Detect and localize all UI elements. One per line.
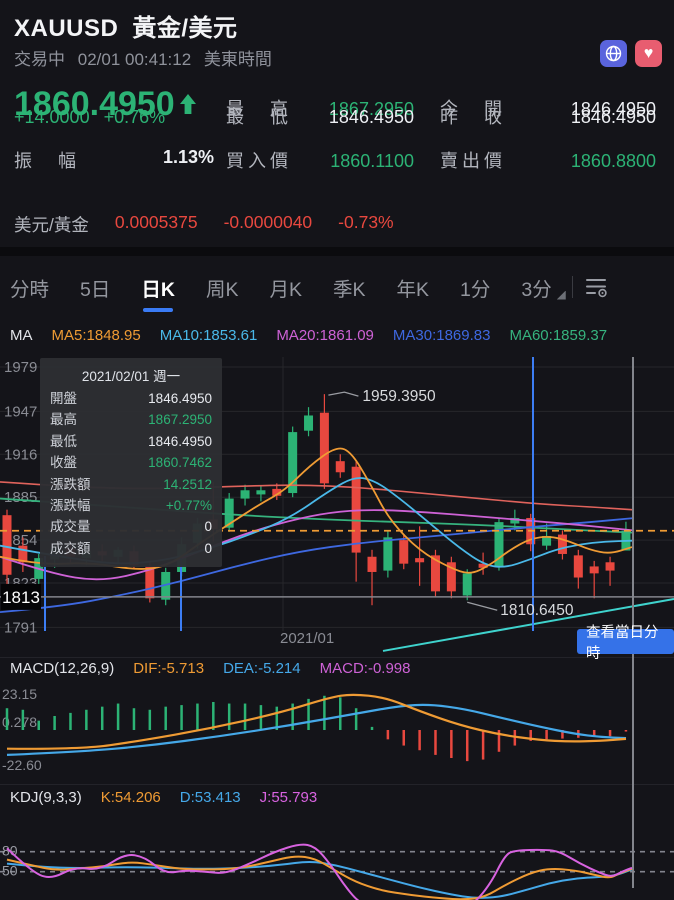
page-title: XAUUSD 黃金/美元	[14, 8, 238, 43]
symbol-name: 黃金/美元	[132, 15, 238, 42]
svg-text:1916: 1916	[4, 446, 37, 463]
market-status-row: 交易中 02/01 00:41:12 美東時間	[14, 45, 280, 70]
quote-open: 今開 1846.4950	[440, 99, 656, 119]
kdj-k-value: K:54.206	[100, 789, 161, 806]
svg-text:50: 50	[2, 863, 18, 879]
tooltip-date: 2021/02/01 週一	[81, 369, 181, 384]
tab-quarterly-k[interactable]: 季K	[333, 278, 366, 301]
header-icons: ♥	[600, 40, 662, 67]
tooltip-change: 漲跌額 14.2512	[50, 476, 212, 492]
quote-timezone: 美東時間	[203, 50, 272, 69]
tab-weekly-k[interactable]: 周K	[205, 278, 239, 301]
ma60-legend: MA60:1859.37	[509, 327, 608, 344]
quote-panel: 1860.4950 最高 1867.2950 今開 1846.4950 +14.00…	[14, 84, 666, 173]
svg-text:1854: 1854	[4, 532, 37, 549]
quote-bid: 買入價 1860.1100	[226, 151, 414, 171]
usd-gold-price: 0.0005375	[114, 212, 198, 232]
svg-text:1813: 1813	[2, 588, 40, 607]
tab-yearly-k[interactable]: 年K	[396, 278, 430, 301]
tooltip-volume: 成交量 0	[50, 519, 212, 535]
panel-divider	[0, 657, 674, 658]
crosshair-vertical-line[interactable]	[632, 357, 634, 888]
svg-text:1810.6450: 1810.6450	[500, 602, 574, 619]
favorite-heart-icon[interactable]: ♥	[635, 40, 662, 67]
quote-low: 最低 1846.4950	[226, 107, 414, 127]
ma5-legend: MA5:1848.95	[51, 327, 141, 344]
kdj-title: KDJ(9,3,3)	[10, 789, 82, 806]
ma30-legend: MA30:1869.83	[392, 327, 491, 344]
usd-gold-row[interactable]: 美元/黃金 0.0005375 -0.0000040 -0.73%	[14, 212, 394, 237]
svg-text:1959.3950: 1959.3950	[362, 388, 436, 405]
price-up-arrow-icon	[179, 94, 196, 114]
kdj-j-value: J:55.793	[259, 789, 318, 806]
tooltip-close: 收盤 1860.7462	[50, 455, 212, 471]
macd-title: MACD(12,26,9)	[10, 660, 115, 677]
tab-3min[interactable]: 3分	[521, 278, 552, 301]
macd-legend[interactable]: MACD(12,26,9) DIF:-5.713 DEA:-5.214 MACD…	[10, 660, 411, 677]
quote-ask: 賣出價 1860.8800	[440, 151, 656, 171]
svg-text:1791: 1791	[4, 619, 37, 636]
last-price: 1860.4950	[14, 84, 226, 124]
quote-amplitude: 振幅 1.13%	[14, 147, 214, 171]
ma20-line	[0, 509, 633, 581]
macd-hist-value: MACD:-0.998	[319, 660, 411, 677]
usd-gold-change: -0.0000040	[223, 212, 313, 232]
macd-dea-value: DEA:-5.214	[223, 660, 301, 677]
symbol-code: XAUUSD	[14, 15, 119, 42]
usd-gold-pct: -0.73%	[338, 212, 394, 232]
ma20-legend: MA20:1861.09	[276, 327, 374, 344]
tooltip-turnover: 成交額 0	[50, 540, 212, 556]
panel-divider-2	[0, 784, 674, 785]
ma30-line	[0, 517, 633, 614]
svg-text:0.278: 0.278	[2, 714, 37, 730]
section-divider	[0, 247, 674, 256]
tooltip-low: 最低 1846.4950	[50, 433, 212, 449]
tab-daily-k[interactable]: 日K	[141, 259, 175, 316]
ma10-legend: MA10:1853.61	[159, 327, 258, 344]
svg-text:-22.60: -22.60	[2, 757, 42, 773]
tab-1min[interactable]: 1分	[460, 278, 491, 301]
tooltip-open: 開盤 1846.4950	[50, 391, 212, 406]
kdj-d-value: D:53.413	[179, 789, 241, 806]
ma-legend-prefix: MA	[10, 327, 33, 344]
indicator-settings-icon[interactable]	[585, 276, 609, 298]
price-change: +14.0000 +0.76%	[14, 107, 166, 127]
tab-5day[interactable]: 5日	[80, 278, 111, 301]
ma-legend: MA MA5:1848.95 MA10:1853.61 MA20:1861.09…	[10, 327, 607, 344]
usd-gold-label: 美元/黃金	[14, 215, 89, 235]
svg-text:1947: 1947	[4, 403, 37, 420]
macd-dif-value: DIF:-5.713	[133, 660, 205, 677]
tab-divider	[571, 276, 573, 298]
tab-monthly-k[interactable]: 月K	[269, 278, 302, 301]
svg-text:1885: 1885	[4, 489, 37, 506]
kdj-legend[interactable]: KDJ(9,3,3) K:54.206 D:53.413 J:55.793	[10, 789, 317, 806]
globe-icon[interactable]	[600, 40, 627, 67]
trend-line	[382, 598, 674, 652]
svg-text:2021/01: 2021/01	[280, 630, 334, 647]
tooltip-change-pct: 漲跌幅 +0.77%	[50, 498, 212, 514]
view-intraday-button[interactable]: 查看當日分時	[577, 625, 674, 662]
quote-prev-close: 昨收 1846.4950	[440, 107, 656, 127]
tooltip-high: 最高 1867.2950	[50, 412, 212, 428]
quote-high: 最高 1867.2950	[226, 99, 414, 119]
svg-text:1979: 1979	[4, 359, 37, 376]
quote-datetime: 02/01 00:41:12	[77, 50, 192, 69]
svg-text:23.15: 23.15	[2, 686, 37, 702]
macd-chart[interactable]: 23.15 0.278 -22.60	[0, 680, 674, 784]
candle-info-tooltip: 2021/02/01 週一 開盤 1846.4950 最高 1867.2950 最低…	[40, 358, 222, 568]
period-tab-bar: 分時 5日 日K 周K 月K 季K 年K 1分 3分	[0, 258, 674, 316]
tab-time-share[interactable]: 分時	[10, 278, 50, 301]
trading-status: 交易中	[14, 50, 65, 69]
more-periods-triangle-icon[interactable]	[556, 290, 566, 300]
